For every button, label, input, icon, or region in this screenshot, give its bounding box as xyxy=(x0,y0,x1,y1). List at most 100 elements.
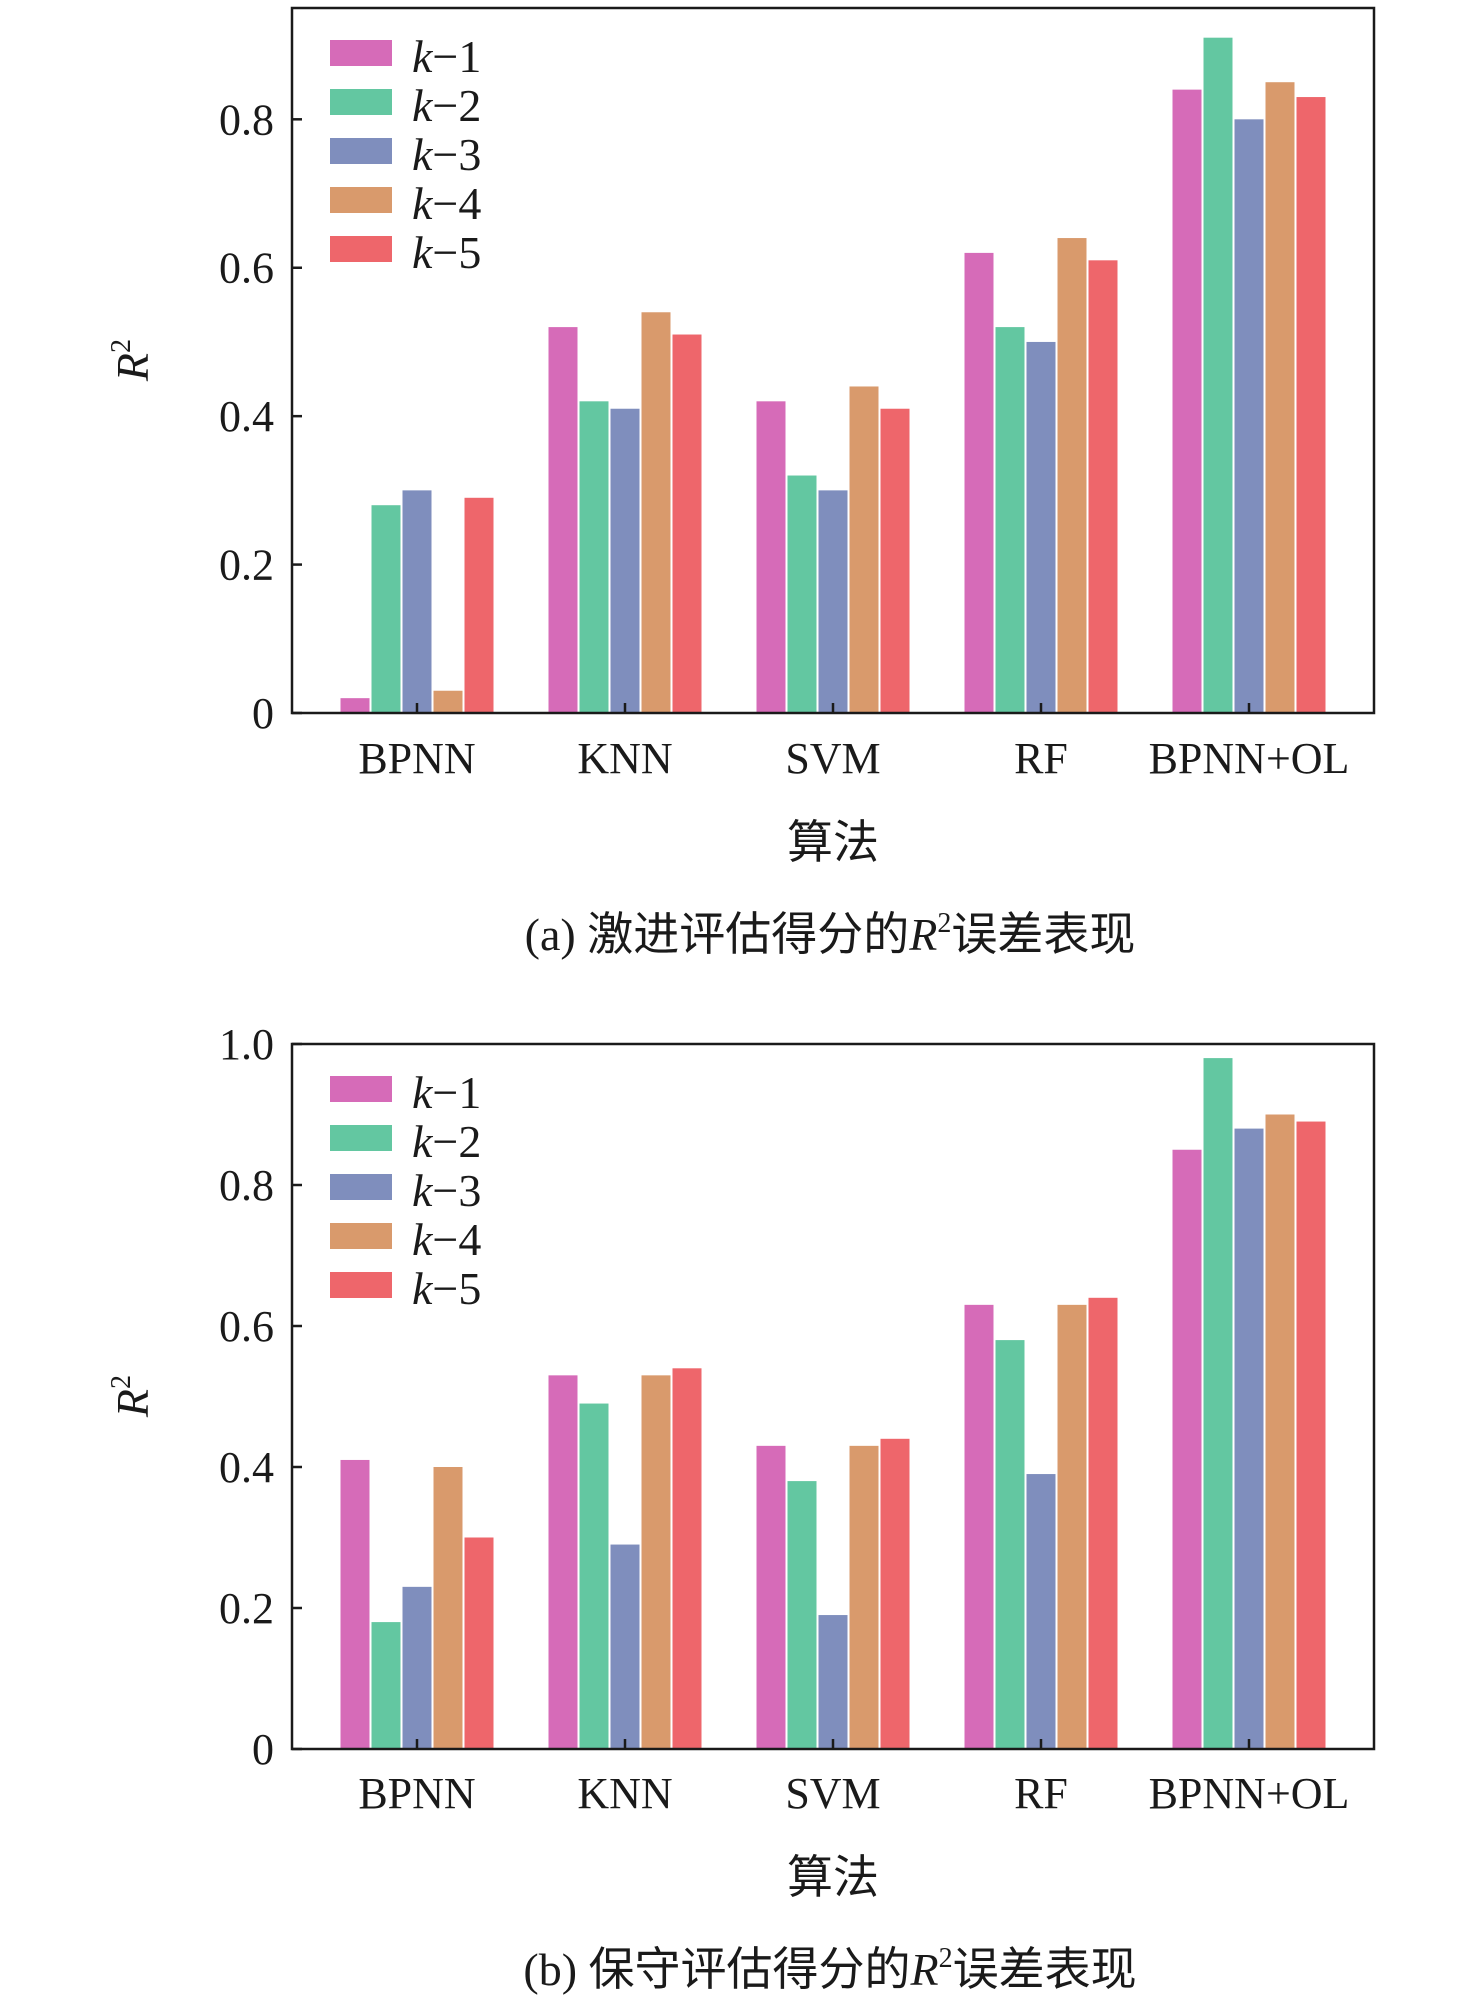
caption-prefix: (b) 保守评估得分的 xyxy=(523,1944,910,1995)
x-axis-title: 算法 xyxy=(787,817,879,868)
bar-svm-k5 xyxy=(880,408,910,713)
legend-label-k2: k−2 xyxy=(412,80,481,131)
bar-knn-k2 xyxy=(579,1403,609,1749)
bar-bpnn-ol-k5 xyxy=(1296,97,1326,714)
x-category-label: BPNN xyxy=(358,1769,475,1818)
bar-bpnn-ol-k4 xyxy=(1265,82,1295,714)
legend-label-k3: k−3 xyxy=(412,129,481,180)
legend-swatch-k4 xyxy=(330,187,392,213)
y-tick-label: 0.4 xyxy=(219,1443,274,1492)
bar-bpnn-k5 xyxy=(464,497,494,713)
legend-swatch-k5 xyxy=(330,1272,392,1298)
legend-swatch-k4 xyxy=(330,1223,392,1249)
legend: k−1k−2k−3k−4k−5 xyxy=(330,31,481,278)
x-category-label: RF xyxy=(1014,734,1068,783)
y-tick-label: 0.2 xyxy=(219,1584,274,1633)
y-tick-label: 0 xyxy=(252,689,274,738)
bar-svm-k3 xyxy=(818,1615,848,1749)
bar-knn-k4 xyxy=(641,312,671,713)
bar-knn-k1 xyxy=(548,1375,578,1749)
bar-knn-k3 xyxy=(610,1544,640,1749)
bar-bpnn-ol-k2 xyxy=(1203,37,1233,714)
bar-bpnn-k3 xyxy=(402,1586,432,1749)
y-tick-label: 0.6 xyxy=(219,1302,274,1351)
legend-swatch-k1 xyxy=(330,40,392,66)
bar-bpnn-ol-k1 xyxy=(1172,89,1202,713)
y-tick-label: 0.8 xyxy=(219,1161,274,1210)
figure-caption: (a) 激进评估得分的R2误差表现 xyxy=(525,908,1136,960)
bar-bpnn-k1 xyxy=(340,1459,370,1749)
legend-label-k-letter: k xyxy=(412,1165,434,1216)
bar-rf-k3 xyxy=(1026,1474,1056,1749)
legend-label-k3: k−3 xyxy=(412,1165,481,1216)
bar-svm-k3 xyxy=(818,490,848,713)
legend-label-k4: k−4 xyxy=(412,1214,481,1265)
bar-bpnn-ol-k3 xyxy=(1234,1128,1264,1749)
y-axis-title-r: R xyxy=(107,353,158,382)
bar-bpnn-k3 xyxy=(402,490,432,713)
legend-swatch-k5 xyxy=(330,236,392,262)
caption-suffix: 误差表现 xyxy=(951,909,1135,960)
legend-label-rest: −4 xyxy=(432,178,481,229)
caption-r: R xyxy=(908,909,937,960)
legend-label-k-letter: k xyxy=(412,129,434,180)
y-tick-label: 0.8 xyxy=(219,95,274,144)
bar-knn-k1 xyxy=(548,327,578,713)
bar-rf-k1 xyxy=(964,1304,994,1749)
bar-bpnn-ol-k1 xyxy=(1172,1149,1202,1749)
legend-label-k-letter: k xyxy=(412,1214,434,1265)
bar-svm-k1 xyxy=(756,401,786,713)
bar-rf-k4 xyxy=(1057,1304,1087,1749)
x-category-label: BPNN xyxy=(358,734,475,783)
y-tick-label: 0.2 xyxy=(219,541,274,590)
bar-bpnn-k4 xyxy=(433,1467,463,1749)
legend-label-k5: k−5 xyxy=(412,1263,481,1314)
legend-label-rest: −1 xyxy=(432,31,481,82)
x-axis-title: 算法 xyxy=(787,1852,879,1903)
legend-label-rest: −5 xyxy=(432,227,481,278)
y-axis-title: R2 xyxy=(106,339,158,382)
legend-swatch-k2 xyxy=(330,89,392,115)
bar-bpnn-ol-k5 xyxy=(1296,1121,1326,1749)
bar-svm-k4 xyxy=(849,386,879,713)
legend-label-k1: k−1 xyxy=(412,1067,481,1118)
legend-label-rest: −2 xyxy=(432,1116,481,1167)
bar-knn-k3 xyxy=(610,408,640,713)
x-category-label: SVM xyxy=(785,734,880,783)
bar-bpnn-ol-k4 xyxy=(1265,1114,1295,1749)
y-axis-title-sup: 2 xyxy=(106,339,137,353)
bar-rf-k5 xyxy=(1088,260,1118,713)
x-category-label: KNN xyxy=(577,1769,672,1818)
legend-label-rest: −5 xyxy=(432,1263,481,1314)
bar-bpnn-k2 xyxy=(371,1622,401,1749)
bar-rf-k4 xyxy=(1057,238,1087,714)
caption-sup: 2 xyxy=(937,908,951,939)
legend-label-k1: k−1 xyxy=(412,31,481,82)
bar-knn-k4 xyxy=(641,1375,671,1749)
legend-label-rest: −2 xyxy=(432,80,481,131)
legend-label-k-letter: k xyxy=(412,80,434,131)
bar-knn-k5 xyxy=(672,1368,702,1749)
legend-label-k4: k−4 xyxy=(412,178,481,229)
bar-rf-k2 xyxy=(995,327,1025,713)
y-tick-label: 0.4 xyxy=(219,392,274,441)
bar-knn-k2 xyxy=(579,401,609,713)
bar-bpnn-k2 xyxy=(371,505,401,713)
bar-bpnn-k5 xyxy=(464,1537,494,1749)
caption-suffix: 误差表现 xyxy=(953,1944,1137,1995)
bar-bpnn-k1 xyxy=(340,698,370,713)
y-axis-title: R2 xyxy=(106,1375,158,1418)
y-tick-label: 0 xyxy=(252,1725,274,1774)
x-category-label: BPNN+OL xyxy=(1149,734,1350,783)
legend-label-rest: −4 xyxy=(432,1214,481,1265)
legend-swatch-k3 xyxy=(330,1174,392,1200)
bar-svm-k5 xyxy=(880,1438,910,1749)
caption-sup: 2 xyxy=(939,1943,953,1974)
x-category-label: BPNN+OL xyxy=(1149,1769,1350,1818)
legend-label-rest: −3 xyxy=(432,129,481,180)
x-category-label: RF xyxy=(1014,1769,1068,1818)
bar-bpnn-ol-k2 xyxy=(1203,1058,1233,1749)
legend-swatch-k2 xyxy=(330,1125,392,1151)
